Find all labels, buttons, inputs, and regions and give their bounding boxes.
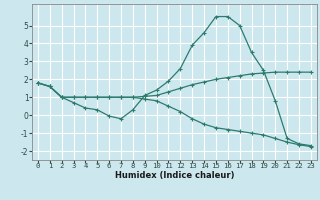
X-axis label: Humidex (Indice chaleur): Humidex (Indice chaleur) [115, 171, 234, 180]
